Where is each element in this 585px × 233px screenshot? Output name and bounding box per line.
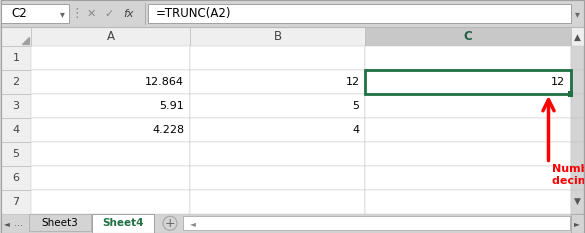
Circle shape bbox=[163, 216, 177, 230]
Bar bbox=[190, 190, 366, 213]
Bar bbox=[366, 142, 570, 166]
Text: C2: C2 bbox=[11, 7, 27, 20]
Bar bbox=[183, 216, 570, 230]
Bar bbox=[366, 94, 570, 118]
Bar bbox=[148, 4, 570, 23]
Bar bbox=[190, 70, 366, 94]
Text: ✓: ✓ bbox=[104, 9, 113, 19]
Text: C: C bbox=[464, 31, 472, 44]
Text: 2: 2 bbox=[12, 77, 19, 87]
Bar bbox=[31, 94, 190, 118]
Bar bbox=[31, 166, 190, 190]
Bar bbox=[1, 0, 584, 27]
Bar bbox=[568, 92, 573, 97]
Text: 1: 1 bbox=[12, 53, 19, 63]
Bar bbox=[1, 70, 31, 94]
Bar bbox=[570, 118, 584, 142]
Bar bbox=[366, 47, 570, 70]
Bar bbox=[31, 47, 190, 70]
Text: Sheet4: Sheet4 bbox=[102, 218, 144, 228]
Bar bbox=[190, 118, 366, 142]
Text: 6: 6 bbox=[12, 173, 19, 183]
Bar bbox=[1, 213, 584, 233]
Text: 3: 3 bbox=[12, 101, 19, 111]
Bar bbox=[92, 213, 154, 233]
Text: ⋮: ⋮ bbox=[71, 7, 83, 20]
Bar bbox=[190, 94, 366, 118]
Text: ▾: ▾ bbox=[60, 9, 64, 19]
Text: +: + bbox=[165, 217, 175, 230]
Text: 4: 4 bbox=[12, 125, 19, 135]
Bar bbox=[29, 213, 91, 231]
Text: ▾: ▾ bbox=[575, 9, 580, 19]
Bar bbox=[570, 142, 584, 166]
Bar bbox=[31, 70, 190, 94]
Bar bbox=[31, 190, 190, 213]
Text: ▼: ▼ bbox=[574, 197, 581, 206]
Bar bbox=[190, 47, 366, 70]
Text: 4.228: 4.228 bbox=[152, 125, 184, 135]
Bar bbox=[570, 190, 584, 213]
Text: =TRUNC(A2): =TRUNC(A2) bbox=[156, 7, 232, 20]
Bar bbox=[190, 166, 366, 190]
Text: ✕: ✕ bbox=[87, 9, 96, 19]
Bar bbox=[1, 142, 31, 166]
Text: 7: 7 bbox=[12, 197, 19, 207]
Text: Number without
decimal point: Number without decimal point bbox=[552, 164, 585, 186]
Bar bbox=[190, 142, 366, 166]
Bar bbox=[31, 27, 190, 47]
Text: 12.864: 12.864 bbox=[145, 77, 184, 87]
Text: 4: 4 bbox=[352, 125, 360, 135]
Bar bbox=[366, 118, 570, 142]
Polygon shape bbox=[22, 38, 29, 45]
Text: ◄: ◄ bbox=[4, 219, 9, 228]
Text: 12: 12 bbox=[345, 77, 360, 87]
Text: ►: ► bbox=[574, 219, 580, 228]
Text: 12: 12 bbox=[550, 77, 565, 87]
Text: ...: ... bbox=[13, 218, 22, 228]
Bar bbox=[1, 94, 31, 118]
Bar bbox=[1, 27, 31, 47]
Bar bbox=[1, 190, 31, 213]
Text: 5.91: 5.91 bbox=[159, 101, 184, 111]
Bar bbox=[31, 142, 190, 166]
Text: ◄: ◄ bbox=[190, 219, 196, 228]
Bar bbox=[570, 27, 584, 47]
Bar bbox=[1, 118, 31, 142]
Bar bbox=[190, 27, 366, 47]
Text: Sheet3: Sheet3 bbox=[42, 218, 78, 228]
Text: ▲: ▲ bbox=[574, 32, 581, 41]
Bar bbox=[1, 47, 31, 70]
Bar bbox=[366, 190, 570, 213]
Bar bbox=[570, 47, 584, 70]
Text: 5: 5 bbox=[12, 149, 19, 159]
Bar bbox=[1, 166, 31, 190]
Bar bbox=[570, 94, 584, 118]
Text: B: B bbox=[274, 31, 282, 44]
Bar bbox=[366, 70, 570, 94]
Bar bbox=[366, 70, 570, 94]
Bar bbox=[570, 213, 584, 233]
Bar bbox=[366, 166, 570, 190]
Bar bbox=[31, 118, 190, 142]
Text: 5: 5 bbox=[353, 101, 360, 111]
Bar bbox=[366, 27, 570, 47]
Bar bbox=[570, 166, 584, 190]
Bar bbox=[570, 70, 584, 94]
Text: fx: fx bbox=[123, 9, 133, 19]
Bar bbox=[1, 4, 69, 23]
Text: A: A bbox=[106, 31, 115, 44]
